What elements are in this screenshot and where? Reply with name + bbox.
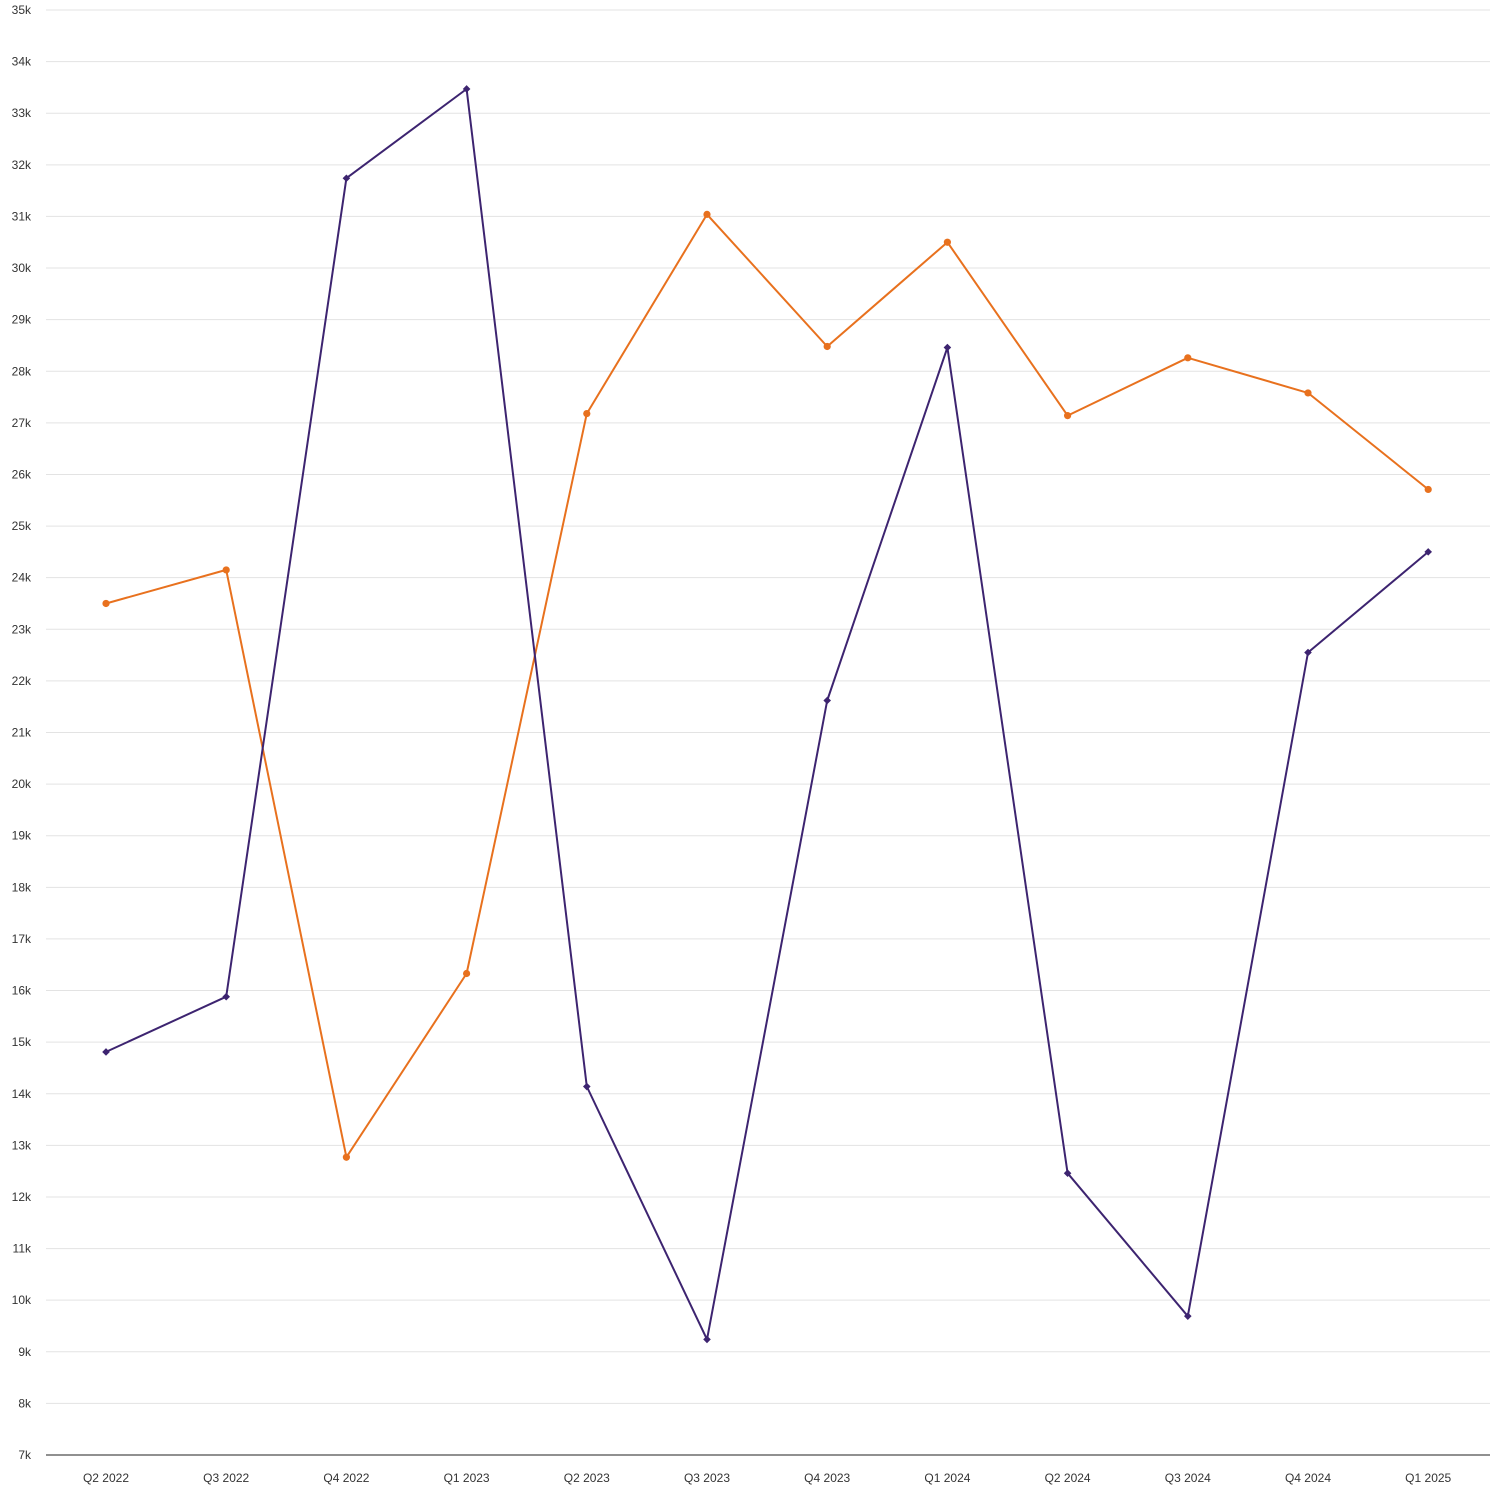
y-tick-label: 20k xyxy=(12,777,32,791)
x-tick-label: Q1 2023 xyxy=(444,1471,490,1485)
y-tick-label: 17k xyxy=(12,932,32,946)
y-tick-label: 21k xyxy=(12,726,32,740)
series-1 xyxy=(102,210,1432,1161)
y-tick-label: 9k xyxy=(18,1345,32,1359)
y-tick-label: 10k xyxy=(12,1293,32,1307)
data-point xyxy=(222,566,230,574)
data-point xyxy=(583,409,591,418)
data-point xyxy=(1304,389,1312,397)
grid-lines xyxy=(46,9,1490,1404)
y-tick-label: 18k xyxy=(12,880,32,894)
data-point xyxy=(222,992,230,1001)
data-point xyxy=(1424,485,1432,494)
x-tick-label: Q4 2024 xyxy=(1285,1471,1331,1485)
y-tick-label: 8k xyxy=(18,1396,32,1410)
data-point xyxy=(1184,1312,1192,1320)
x-tick-label: Q4 2023 xyxy=(804,1471,850,1485)
data-point xyxy=(1063,1169,1072,1178)
y-tick-label: 24k xyxy=(12,571,32,585)
y-tick-label: 14k xyxy=(12,1087,32,1101)
x-tick-label: Q2 2024 xyxy=(1045,1471,1091,1485)
y-tick-label: 19k xyxy=(12,829,32,843)
data-point xyxy=(583,1082,591,1091)
x-tick-label: Q3 2022 xyxy=(203,1471,249,1485)
y-tick-label: 15k xyxy=(12,1035,32,1049)
y-axis: 7k 8k 9k 10k 11k 12k 13k 14k 15k 16k 17k 18k 19k 20k 2… xyxy=(12,3,32,1462)
data-point xyxy=(943,238,952,246)
data-point xyxy=(102,1048,110,1056)
y-tick-label: 26k xyxy=(12,467,32,481)
y-tick-label: 27k xyxy=(12,416,32,430)
series-line xyxy=(105,88,1429,1341)
series-2 xyxy=(102,85,1432,1344)
series-line xyxy=(105,213,1429,1159)
y-tick-label: 13k xyxy=(12,1138,32,1152)
data-point xyxy=(1184,354,1192,362)
data-point xyxy=(823,342,831,351)
data-point xyxy=(1304,648,1312,657)
data-point xyxy=(463,969,471,978)
data-point xyxy=(462,85,471,93)
y-tick-label: 28k xyxy=(12,364,32,378)
y-tick-label: 32k xyxy=(12,158,32,172)
y-tick-label: 35k xyxy=(12,3,32,17)
y-tick-label: 29k xyxy=(12,313,32,327)
x-tick-label: Q2 2023 xyxy=(564,1471,610,1485)
y-tick-label: 25k xyxy=(12,519,32,533)
data-point xyxy=(1424,548,1432,556)
y-tick-label: 31k xyxy=(12,209,32,223)
y-tick-label: 22k xyxy=(12,674,32,688)
y-tick-label: 11k xyxy=(13,1242,32,1256)
series-layer xyxy=(102,85,1432,1344)
y-tick-label: 16k xyxy=(12,984,32,998)
data-point xyxy=(943,343,952,352)
data-point xyxy=(703,1335,711,1344)
x-tick-label: Q3 2024 xyxy=(1165,1471,1211,1485)
data-point xyxy=(1064,412,1072,420)
x-tick-label: Q4 2022 xyxy=(323,1471,369,1485)
x-axis: Q2 2022 Q3 2022 Q4 2022 Q1 2023 Q2 2023 Q3 20… xyxy=(46,1454,1490,1485)
y-tick-label: 7k xyxy=(18,1448,32,1462)
y-tick-label: 12k xyxy=(12,1190,32,1204)
x-tick-label: Q1 2024 xyxy=(924,1471,970,1485)
x-tick-label: Q1 2025 xyxy=(1405,1471,1451,1485)
y-tick-label: 34k xyxy=(12,55,32,69)
y-tick-label: 33k xyxy=(12,106,32,120)
data-point xyxy=(102,599,110,608)
y-tick-label: 30k xyxy=(12,261,32,275)
data-point xyxy=(703,210,711,218)
data-point xyxy=(342,1153,350,1161)
x-tick-label: Q3 2023 xyxy=(684,1471,730,1485)
y-tick-label: 23k xyxy=(12,622,32,636)
x-tick-label: Q2 2022 xyxy=(83,1471,129,1485)
data-point xyxy=(823,696,831,705)
data-point xyxy=(342,174,351,183)
